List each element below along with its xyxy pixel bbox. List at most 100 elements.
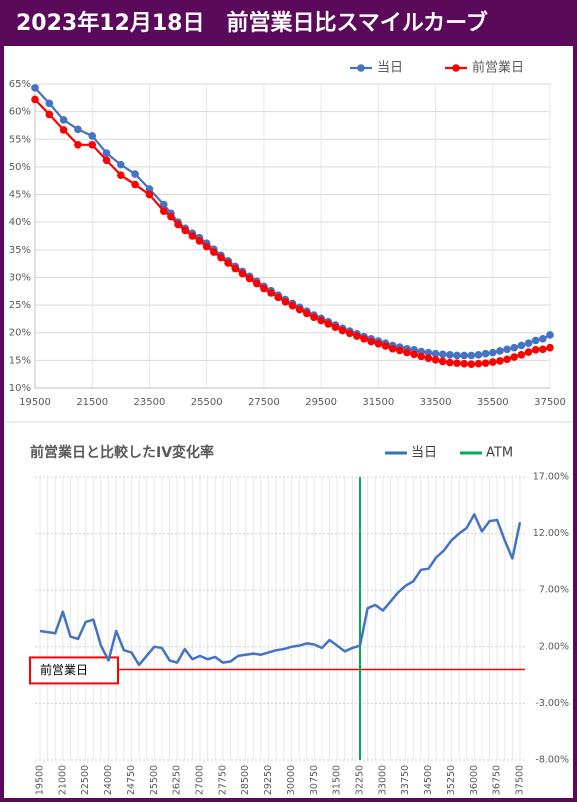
legend-label: 当日 [411, 446, 437, 461]
point [117, 171, 125, 179]
point [324, 320, 333, 328]
y-tick-label: 20% [9, 328, 31, 339]
point [31, 84, 39, 92]
x-tick-label: 33500 [420, 397, 452, 408]
x-tick-label: 33750 [400, 765, 411, 795]
x-tick-label: 23500 [134, 397, 166, 408]
point [131, 170, 139, 178]
x-tick-label: 31500 [332, 765, 343, 795]
point [474, 359, 483, 368]
y-tick-label: 17.00% [533, 472, 569, 483]
point [424, 354, 433, 362]
point [417, 352, 426, 361]
point [217, 253, 225, 262]
point [303, 309, 311, 318]
x-tick-label: 37500 [515, 765, 526, 795]
x-tick-label: 32250 [355, 765, 366, 795]
point [245, 274, 254, 283]
series-line [39, 513, 522, 667]
point [74, 141, 82, 149]
x-tick-label: 36000 [469, 765, 480, 795]
point [295, 305, 304, 314]
x-tick-label: 24750 [126, 765, 137, 795]
point [174, 220, 182, 229]
point [467, 351, 476, 360]
x-tick-label: 25500 [149, 765, 160, 795]
point [188, 232, 197, 240]
point [260, 284, 268, 293]
point [238, 269, 247, 278]
x-tick-label: 35500 [477, 397, 509, 408]
x-tick-label: 19500 [35, 765, 46, 795]
point [353, 332, 361, 340]
y-tick-label: 10% [9, 383, 31, 394]
x-tick-label: 30750 [309, 765, 320, 795]
point [446, 358, 454, 367]
legend-label: ATM [486, 446, 513, 461]
point [224, 259, 232, 267]
point [267, 289, 275, 297]
chart-title: 前営業日と比較したIV変化率 [30, 444, 214, 461]
baseline-box [29, 656, 119, 685]
y-tick-label: 45% [9, 190, 31, 201]
point [503, 345, 511, 354]
y-tick-label: -3.00% [535, 698, 569, 709]
x-tick-label: 29500 [305, 397, 337, 408]
point [317, 316, 325, 325]
legend-label: 当日 [377, 61, 403, 76]
point [467, 360, 476, 369]
point [117, 160, 125, 169]
point [159, 200, 168, 209]
point [524, 339, 533, 348]
point [345, 329, 354, 338]
point [274, 293, 282, 302]
point [102, 149, 111, 157]
point [474, 351, 483, 359]
point [424, 348, 433, 357]
point [88, 132, 97, 140]
y-tick-label: 15% [9, 355, 31, 366]
y-tick-label: 25% [9, 300, 31, 311]
x-tick-label: 21000 [57, 765, 68, 795]
y-tick-label: 2.00% [539, 641, 569, 652]
x-tick-label: 27500 [248, 397, 280, 408]
x-tick-label: 27000 [195, 765, 206, 795]
point [102, 156, 111, 165]
point [517, 351, 526, 359]
smile-chart: 10% 15% 20% 25% 30% 35% 40% 45% 50% 55% 60% 65% 1950… [9, 60, 566, 409]
baseline-label: 前営業日 [40, 662, 88, 677]
point [410, 350, 418, 359]
legend-label: 前営業日 [472, 60, 524, 76]
y-tick-label: 65% [9, 79, 31, 90]
x-tick-label: 34500 [423, 765, 434, 795]
x-tick-label: 35250 [446, 765, 457, 795]
point [131, 180, 139, 189]
x-tick-label: 26250 [172, 765, 183, 795]
point [453, 359, 461, 367]
point [539, 345, 547, 354]
point [431, 356, 440, 364]
point [481, 349, 490, 358]
x-tick-label: 22500 [80, 765, 91, 795]
point [338, 326, 347, 335]
x-tick-label: 36750 [492, 765, 503, 795]
point [281, 297, 290, 306]
x-tick-label: 30000 [286, 765, 297, 795]
x-tick-label: 29250 [263, 765, 274, 795]
x-tick-label: 19500 [19, 397, 51, 408]
point [488, 348, 497, 357]
page-title: 2023年12月18日 前営業日比スマイルカーブ [16, 10, 488, 36]
point [524, 348, 533, 356]
point [460, 359, 468, 368]
point [431, 349, 440, 358]
change-chart: 前営業日と比較したIV変化率 19500 21000 22500 24000 24750 2… [29, 444, 569, 795]
point [460, 351, 468, 360]
y-tick-label: -8.00% [535, 755, 569, 766]
x-tick-label: 31500 [362, 397, 394, 408]
point [510, 353, 519, 361]
point [45, 99, 54, 108]
y-tick-label: 40% [9, 217, 31, 228]
point [88, 141, 97, 149]
point [503, 355, 511, 364]
